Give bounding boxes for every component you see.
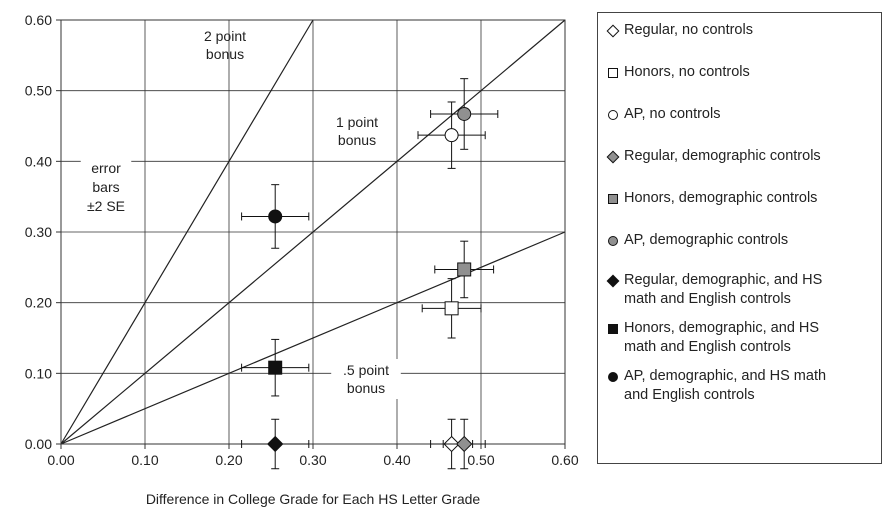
error-bars-note-bg [80,156,132,219]
legend-label: Regular, demographic controls [624,148,821,164]
data-point-marker [457,106,472,121]
reference-lines [60,19,566,445]
legend-label: AP, no controls [624,106,721,122]
reference-line-label-bg [331,359,401,399]
x-tick-label: 0.30 [299,452,326,468]
y-tick-label: 0.00 [25,436,52,452]
legend-marker-shape [608,110,618,120]
legend-marker-circle [608,110,618,120]
x-tick-label: 0.00 [47,452,74,468]
data-point-group [241,184,310,249]
data-point-group [434,240,495,299]
y-tick-label: 0.10 [25,365,52,381]
data-point-marker [444,301,459,316]
legend-marker-shape [606,150,620,164]
legend-label: AP, demographic, and HS math and English… [624,368,827,403]
y-tick-label: 0.60 [25,12,52,28]
data-point-group [417,101,486,169]
legend-label: Regular, demographic, and HS math and En… [624,272,823,307]
y-tick-label: 0.20 [25,295,52,311]
reference-line-label: 1 point bonus [336,114,378,148]
legend-label: Honors, demographic controls [624,190,818,206]
legend-label: Honors, no controls [624,64,750,80]
legend-marker-shape [608,372,618,382]
legend-marker-square [608,324,618,334]
legend-marker-diamond [606,150,620,164]
legend-item: Regular, no controls [606,21,753,40]
x-tick-label: 0.40 [383,452,410,468]
x-tick-label: 0.60 [551,452,578,468]
legend-marker-diamond [606,274,620,288]
legend-marker-shape [608,194,618,204]
legend-marker-shape [606,274,620,288]
scatter-chart: 0.00 0.10 0.20 0.30 0.40 0.50 0.60 0.00 0.10 0.20… [25,12,579,507]
axes: 0.00 0.10 0.20 0.30 0.40 0.50 0.60 0.00 0.10 0.20… [25,12,579,507]
legend-marker-diamond [606,24,620,38]
data-point-group [430,78,499,150]
legend-item: AP, demographic controls [606,231,788,250]
reference-line [60,19,314,445]
reference-line-label-text: 1 point bonus [336,114,378,148]
error-bars-note-text: error bars ±2 SE [87,160,125,214]
x-tick-label: 0.50 [467,452,494,468]
data-point-group [421,278,482,339]
data-point-marker [268,360,283,375]
data-point-marker [444,128,459,143]
legend-marker-shape [608,324,618,334]
legend-marker-square [608,68,618,78]
data-points [241,78,499,470]
legend-marker-circle [608,236,618,246]
y-tick-label: 0.40 [25,153,52,169]
reference-line [60,19,566,445]
x-tick-label: 0.10 [131,452,158,468]
legend-item: Regular, demographic controls [606,147,821,166]
legend-marker-square [608,194,618,204]
x-axis-label: Difference in College Grade for Each HS … [146,491,481,507]
reference-line-label: .5 point bonus [331,359,401,399]
legend-item: Regular, demographic, and HS math and En… [606,271,822,309]
legend-marker-circle [608,372,618,382]
data-point-marker [456,435,473,453]
annotations: 2 point bonus 1 point bonus .5 point bonus err… [80,28,401,399]
legend-label: AP, demographic controls [624,232,789,248]
legend-item: Honors, no controls [606,63,750,82]
data-point-marker [268,209,283,224]
legend: Regular, no controls Honors, no controls A… [597,12,882,464]
reference-line [60,231,566,445]
data-point-marker [457,262,472,277]
reference-line-label-text: 2 point bonus [204,28,246,62]
y-tick-label: 0.50 [25,83,52,99]
data-point-group [442,418,486,470]
legend-item: Honors, demographic, and HS math and Eng… [606,319,819,357]
error-bars-note: error bars ±2 SE [80,156,132,219]
x-tick-label: 0.20 [215,452,242,468]
reference-line-label-text: .5 point bonus [343,362,389,396]
legend-marker-shape [608,236,618,246]
reference-line-label: 2 point bonus [204,28,246,62]
legend-label: Honors, demographic, and HS math and Eng… [624,320,820,355]
legend-item: AP, no controls [606,105,720,124]
y-tick-label: 0.30 [25,224,52,240]
legend-marker-shape [606,24,620,38]
legend-marker-shape [608,68,618,78]
data-point-group [241,338,310,397]
legend-label: Regular, no controls [624,22,753,38]
legend-item: Honors, demographic controls [606,189,817,208]
legend-item: AP, demographic, and HS math and English… [606,367,826,405]
data-point-group [241,418,310,470]
data-point-marker [267,435,284,453]
